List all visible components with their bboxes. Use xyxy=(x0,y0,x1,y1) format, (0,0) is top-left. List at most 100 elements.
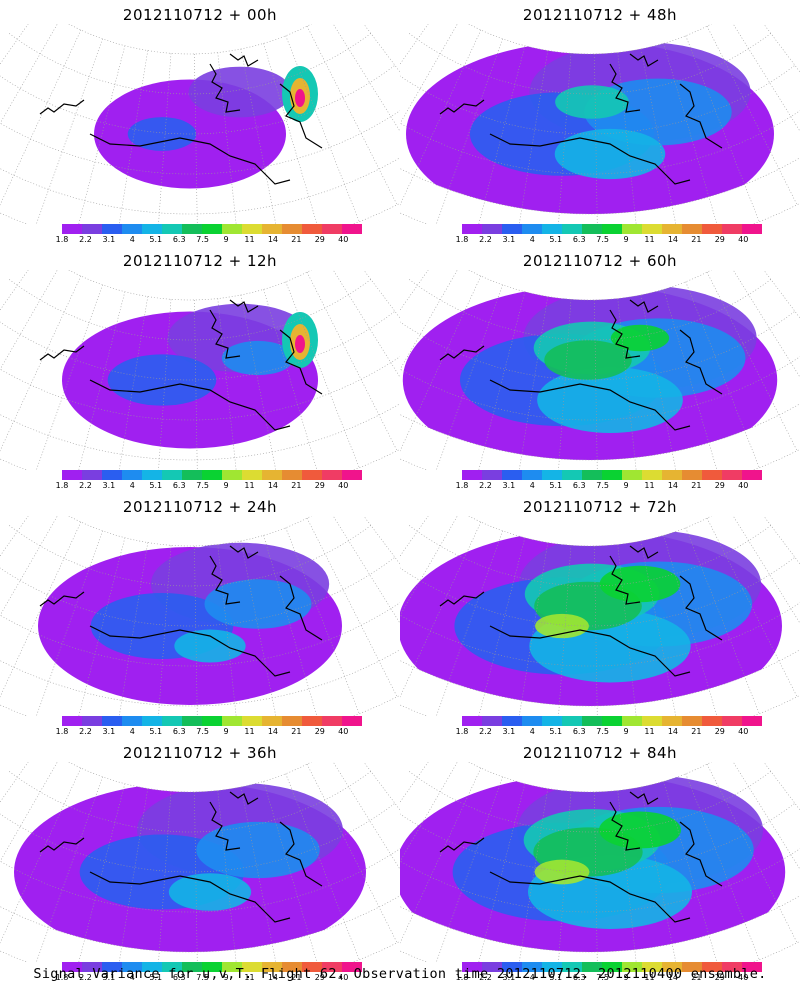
colorbar-segment xyxy=(322,962,342,972)
colorbar-label: 40 xyxy=(738,235,749,244)
colorbar-label: 6.3 xyxy=(172,973,186,982)
colorbar-segment xyxy=(62,470,82,480)
coastline xyxy=(439,545,723,677)
colorbar-label: 4 xyxy=(529,235,535,244)
colorbar-segment xyxy=(82,470,102,480)
colorbar-label: 3.1 xyxy=(502,235,516,244)
colorbar-segment xyxy=(82,962,102,972)
colorbar-segment xyxy=(122,224,142,234)
colorbar-segment xyxy=(62,716,82,726)
colorbar-label: 5.1 xyxy=(149,235,163,244)
colorbar-label: 11 xyxy=(644,973,655,982)
coastline xyxy=(39,791,323,923)
colorbar-label: 5.1 xyxy=(149,973,163,982)
colorbar-segment xyxy=(642,716,662,726)
colorbar-label: 6.3 xyxy=(572,235,586,244)
colorbar-segment xyxy=(122,470,142,480)
colorbar-label: 6.3 xyxy=(172,235,186,244)
colorbar-segment xyxy=(642,470,662,480)
colorbar-label: 21 xyxy=(691,973,702,982)
colorbar-segment xyxy=(582,716,602,726)
colorbar-label: 2.2 xyxy=(79,481,92,490)
colorbar-segment xyxy=(162,470,182,480)
colorbar-segment xyxy=(522,962,542,972)
colorbar-label: 11 xyxy=(644,235,655,244)
colorbar-segment xyxy=(642,962,662,972)
colorbar-segment xyxy=(122,962,142,972)
field-contour xyxy=(598,811,682,849)
colorbar-label: 4 xyxy=(529,727,535,736)
panel-title: 2012110712 + 12h xyxy=(122,252,278,270)
colorbar-segment xyxy=(142,962,162,972)
colorbar-label: 3.1 xyxy=(102,727,116,736)
coastline xyxy=(39,545,323,677)
figure-caption: Signal Variance for u,v,T. Flight 62. Ob… xyxy=(33,966,767,982)
colorbar-segment xyxy=(342,962,362,972)
colorbar-segment xyxy=(262,716,282,726)
colorbar-segment xyxy=(202,962,222,972)
colorbar-label: 14 xyxy=(267,481,279,490)
colorbar xyxy=(462,716,762,726)
colorbar-label: 40 xyxy=(338,973,349,982)
colorbar-segment xyxy=(262,962,282,972)
map-panel: 2012110712 + 60h 1.8 2.2 3.1 4 5.1 6.3 7.5 9 11 14… xyxy=(400,246,800,493)
colorbar-label: 5.1 xyxy=(549,481,563,490)
colorbar-segment xyxy=(542,224,562,234)
colorbar-segment xyxy=(62,962,82,972)
colorbar-segment xyxy=(462,224,482,234)
colorbar-label: 21 xyxy=(291,973,302,982)
colorbar-label: 29 xyxy=(314,481,325,490)
colorbar-label: 14 xyxy=(267,727,279,736)
map-panel: 2012110712 + 00h 1.8 2.2 3.1 4 5.1 6.3 7.5 9 11 14… xyxy=(0,0,400,247)
colorbar-segment xyxy=(222,224,242,234)
colorbar-segment xyxy=(622,470,642,480)
colorbar-segment xyxy=(302,962,322,972)
colorbar-label: 9 xyxy=(623,727,629,736)
colorbar-segment xyxy=(222,470,242,480)
colorbar-label: 5.1 xyxy=(149,727,163,736)
colorbar-label: 21 xyxy=(291,235,302,244)
panel-title: 2012110712 + 24h xyxy=(122,498,278,516)
colorbar xyxy=(462,470,762,480)
variance-field xyxy=(400,774,786,953)
colorbar-label: 1.8 xyxy=(455,727,469,736)
colorbar-label: 3.1 xyxy=(102,235,116,244)
colorbar-label: 11 xyxy=(244,973,255,982)
colorbar-label: 14 xyxy=(667,235,679,244)
colorbar-segment xyxy=(222,962,242,972)
colorbar-label: 29 xyxy=(714,973,725,982)
colorbar-segment xyxy=(662,470,682,480)
colorbar-segment xyxy=(102,716,122,726)
panel-title: 2012110712 + 72h xyxy=(522,498,678,516)
colorbar-segment xyxy=(62,224,82,234)
colorbar-segment xyxy=(282,224,302,234)
colorbar-label: 40 xyxy=(338,727,349,736)
colorbar-segment xyxy=(642,224,662,234)
colorbar-labels: 1.8 2.2 3.1 4 5.1 6.3 7.5 9 11 14 21 29 40 xyxy=(456,727,762,737)
colorbar-label: 9 xyxy=(623,235,629,244)
colorbar-segment xyxy=(722,962,742,972)
colorbar-segment xyxy=(242,962,262,972)
polar-map xyxy=(400,516,800,716)
colorbar-label: 7.5 xyxy=(196,235,209,244)
colorbar-label: 4 xyxy=(129,235,135,244)
colorbar-segment xyxy=(142,716,162,726)
colorbar-segment xyxy=(122,716,142,726)
colorbar-segment xyxy=(162,224,182,234)
colorbar-segment xyxy=(222,716,242,726)
colorbar-segment xyxy=(742,962,762,972)
colorbar-label: 11 xyxy=(644,727,655,736)
map-panel: 2012110712 + 24h 1.8 2.2 3.1 4 5.1 6.3 7.5 9 11 14… xyxy=(0,492,400,739)
colorbar-label: 40 xyxy=(338,481,349,490)
colorbar-label: 4 xyxy=(529,481,535,490)
colorbar-segment xyxy=(582,224,602,234)
coastline xyxy=(39,53,323,185)
colorbar-segment xyxy=(82,716,102,726)
colorbar-label: 1.8 xyxy=(55,727,69,736)
colorbar-segment xyxy=(242,224,262,234)
field-contour xyxy=(544,340,632,380)
colorbar-label: 3.1 xyxy=(102,973,116,982)
polar-map xyxy=(0,762,400,962)
graticule xyxy=(0,762,400,962)
colorbar-label: 14 xyxy=(667,727,679,736)
